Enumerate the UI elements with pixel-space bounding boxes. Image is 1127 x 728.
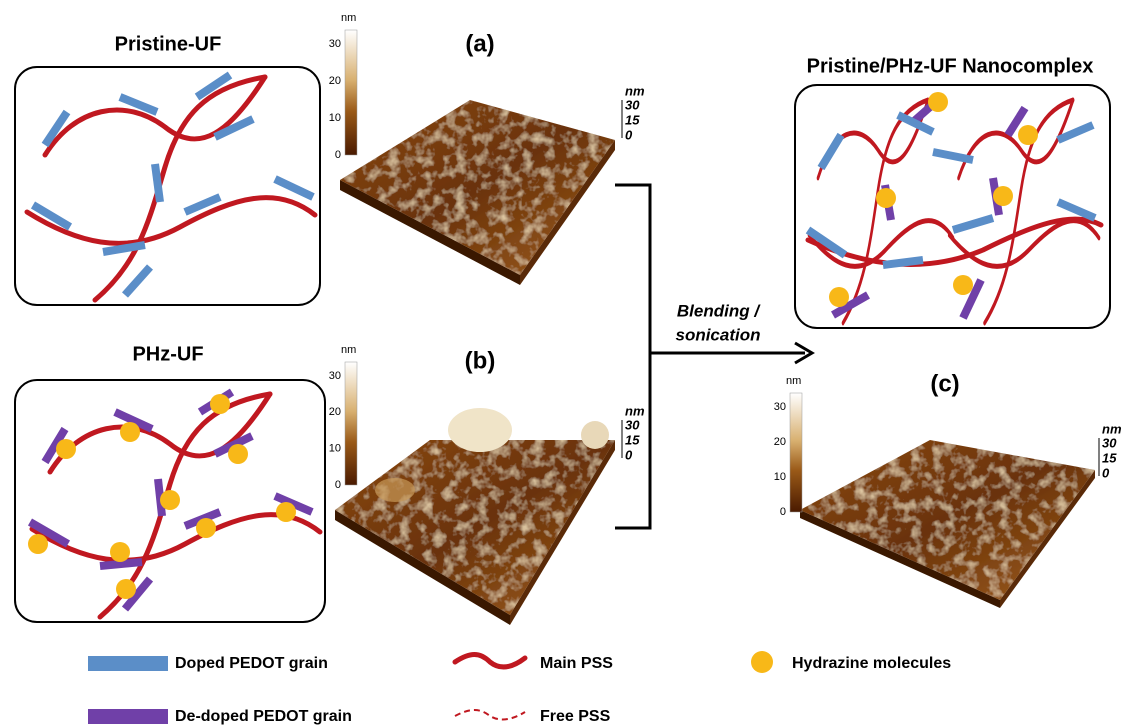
colorbar-tick: 10 [329, 112, 341, 124]
colorbar [345, 362, 357, 485]
colorbar-unit: nm [341, 12, 356, 24]
z-axis-unit: nm [625, 403, 645, 418]
colorbar-tick: 30 [774, 401, 786, 413]
afm-surface [335, 408, 615, 625]
z-axis-unit: nm [1102, 421, 1122, 436]
colorbar-tick: 20 [329, 406, 341, 418]
z-axis-tick: 0 [625, 127, 633, 142]
arrow-label: Blending / [677, 301, 761, 320]
panel-title: Pristine-UF [115, 33, 222, 55]
colorbar [345, 30, 357, 155]
panel-title: PHz-UF [132, 343, 203, 365]
z-axis-tick: 15 [625, 112, 640, 127]
z-axis-tick: 30 [625, 417, 640, 432]
legend-label: De-doped PEDOT grain [175, 708, 352, 725]
colorbar-tick: 20 [329, 75, 341, 87]
schematic-box [15, 67, 320, 305]
colorbar-tick: 10 [774, 471, 786, 483]
afm-label: (b) [465, 347, 496, 374]
afm-label: (c) [930, 370, 959, 397]
legend-swatch [455, 710, 525, 719]
panel-title: Pristine/PHz-UF Nanocomplex [807, 55, 1094, 77]
colorbar-unit: nm [341, 344, 356, 356]
legend-swatch [88, 709, 168, 724]
z-axis-tick: 30 [1102, 435, 1117, 450]
bracket [615, 185, 650, 528]
colorbar-unit: nm [786, 375, 801, 387]
z-axis-unit: nm [625, 83, 645, 98]
legend-label: Main PSS [540, 655, 613, 672]
afm-label: (a) [465, 30, 494, 57]
afm-surface [340, 100, 615, 285]
colorbar-tick: 0 [780, 506, 786, 518]
legend-label: Hydrazine molecules [792, 655, 951, 672]
legend-label: Free PSS [540, 708, 611, 725]
afm-surface [800, 440, 1095, 608]
legend-swatch [455, 655, 525, 667]
colorbar-tick: 0 [335, 149, 341, 161]
z-axis-tick: 0 [625, 447, 633, 462]
legend-label: Doped PEDOT grain [175, 655, 328, 672]
legend-swatch [751, 651, 773, 673]
colorbar-tick: 20 [774, 436, 786, 448]
legend-swatch [88, 656, 168, 671]
colorbar [790, 393, 802, 512]
z-axis-tick: 15 [1102, 450, 1117, 465]
z-axis-tick: 0 [1102, 465, 1110, 480]
arrow-label: sonication [675, 325, 760, 344]
figure: Pristine-UF PHz-UF Pristine/PHz-UF Nanoc… [0, 0, 1127, 728]
colorbar-tick: 0 [335, 479, 341, 491]
z-axis-tick: 15 [625, 432, 640, 447]
z-axis-tick: 30 [625, 97, 640, 112]
colorbar-tick: 30 [329, 370, 341, 382]
colorbar-tick: 30 [329, 38, 341, 50]
colorbar-tick: 10 [329, 443, 341, 455]
